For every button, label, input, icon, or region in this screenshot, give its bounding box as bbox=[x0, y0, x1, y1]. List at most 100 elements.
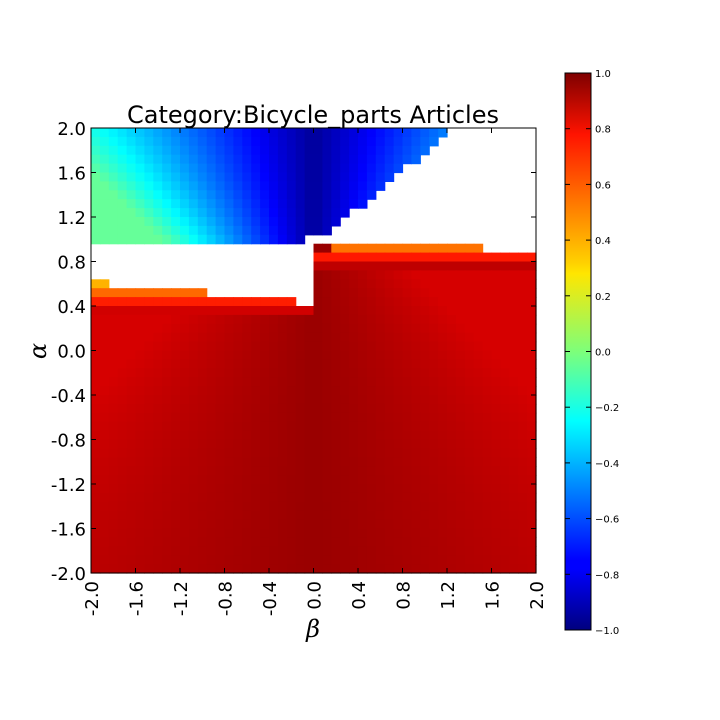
heatmap-cell bbox=[340, 492, 350, 503]
heatmap-cell bbox=[206, 297, 217, 307]
heatmap-cell bbox=[126, 323, 137, 334]
heatmap-cell bbox=[411, 466, 421, 476]
heatmap-cell bbox=[153, 466, 163, 476]
heatmap-cell bbox=[304, 555, 315, 565]
heatmap-cell bbox=[144, 448, 154, 458]
heatmap-cell bbox=[197, 555, 208, 565]
heatmap-cell bbox=[340, 528, 350, 538]
heatmap-cell bbox=[126, 359, 137, 369]
heatmap-cell bbox=[438, 288, 448, 298]
heatmap-cell bbox=[135, 217, 145, 227]
heatmap-cell bbox=[358, 439, 368, 449]
heatmap-cell bbox=[180, 457, 190, 467]
heatmap-cell bbox=[224, 519, 234, 530]
heatmap-cell bbox=[340, 564, 350, 574]
heatmap-cell bbox=[206, 475, 217, 485]
heatmap-cell bbox=[242, 208, 252, 218]
heatmap-cell bbox=[402, 332, 412, 343]
heatmap-cell bbox=[144, 234, 154, 245]
heatmap-cell bbox=[135, 154, 145, 165]
heatmap-cell bbox=[358, 484, 368, 494]
heatmap-cell bbox=[197, 564, 208, 574]
heatmap-cell bbox=[260, 492, 270, 503]
heatmap-cell bbox=[126, 386, 137, 396]
heatmap-cell bbox=[313, 199, 323, 209]
heatmap-cell bbox=[491, 492, 501, 503]
heatmap-cell bbox=[393, 163, 404, 174]
heatmap-cell bbox=[349, 368, 359, 378]
heatmap-cell bbox=[117, 297, 128, 307]
heatmap-cell bbox=[224, 492, 234, 503]
heatmap-cell bbox=[527, 270, 537, 280]
heatmap-cell bbox=[108, 190, 119, 200]
heatmap-cell bbox=[402, 314, 412, 325]
heatmap-cell bbox=[153, 234, 163, 245]
heatmap-cell bbox=[491, 288, 501, 298]
heatmap-cell bbox=[491, 528, 501, 538]
heatmap-cell bbox=[366, 288, 377, 298]
heatmap-cell bbox=[473, 297, 484, 307]
heatmap-cell bbox=[269, 136, 279, 147]
heatmap-cell bbox=[99, 288, 110, 298]
heatmap-cell bbox=[518, 412, 528, 423]
heatmap-cell bbox=[313, 501, 323, 512]
heatmap-cell bbox=[340, 181, 350, 191]
heatmap-cell bbox=[393, 261, 404, 271]
heatmap-cell bbox=[464, 403, 475, 414]
heatmap-cell bbox=[340, 466, 350, 476]
heatmap-cell bbox=[126, 172, 137, 182]
heatmap-cell bbox=[162, 546, 172, 556]
heatmap-cell bbox=[277, 457, 288, 467]
heatmap-cell bbox=[224, 341, 234, 352]
heatmap-cell bbox=[153, 332, 163, 343]
heatmap-cell bbox=[153, 412, 163, 423]
y-tick-label: 1.6 bbox=[57, 164, 86, 185]
heatmap-cell bbox=[518, 350, 528, 360]
heatmap-cell bbox=[295, 448, 306, 458]
heatmap-cell bbox=[277, 421, 288, 432]
heatmap-cell bbox=[153, 181, 163, 191]
heatmap-cell bbox=[366, 190, 377, 200]
heatmap-cell bbox=[331, 519, 341, 530]
heatmap-cell bbox=[162, 163, 172, 174]
heatmap-cell bbox=[188, 181, 199, 191]
heatmap-cell bbox=[269, 163, 279, 174]
heatmap-cell bbox=[393, 386, 404, 396]
heatmap-cell bbox=[473, 368, 484, 378]
heatmap-cell bbox=[393, 528, 404, 538]
heatmap-cell bbox=[313, 145, 323, 156]
heatmap-cell bbox=[233, 466, 243, 476]
heatmap-cell bbox=[153, 519, 163, 530]
heatmap-cell bbox=[108, 297, 119, 307]
heatmap-cell bbox=[135, 234, 145, 245]
heatmap-cell bbox=[242, 439, 252, 449]
heatmap-cell bbox=[358, 190, 368, 200]
heatmap-cell bbox=[206, 199, 217, 209]
heatmap-cell bbox=[251, 314, 261, 325]
heatmap-cell bbox=[180, 546, 190, 556]
heatmap-cell bbox=[349, 412, 359, 423]
heatmap-cell bbox=[126, 466, 137, 476]
heatmap-cell bbox=[286, 323, 297, 334]
heatmap-cell bbox=[527, 537, 537, 547]
heatmap-cell bbox=[429, 341, 439, 352]
heatmap-cell bbox=[393, 395, 404, 405]
heatmap-cell bbox=[269, 519, 279, 530]
heatmap-cell bbox=[402, 341, 412, 352]
heatmap-cell bbox=[197, 199, 208, 209]
heatmap-cell bbox=[331, 466, 341, 476]
heatmap-cell bbox=[251, 225, 261, 236]
heatmap-cell bbox=[180, 564, 190, 574]
heatmap-cell bbox=[331, 279, 341, 289]
heatmap-cell bbox=[518, 439, 528, 449]
heatmap-cell bbox=[322, 279, 332, 289]
heatmap-cell bbox=[206, 154, 217, 165]
heatmap-cell bbox=[340, 475, 350, 485]
heatmap-cell bbox=[420, 261, 430, 271]
heatmap-cell bbox=[108, 377, 119, 387]
heatmap-cell bbox=[224, 377, 234, 387]
heatmap-cell bbox=[438, 350, 448, 360]
heatmap-cell bbox=[224, 306, 234, 316]
heatmap-cell bbox=[429, 403, 439, 414]
heatmap-cell bbox=[117, 314, 128, 325]
